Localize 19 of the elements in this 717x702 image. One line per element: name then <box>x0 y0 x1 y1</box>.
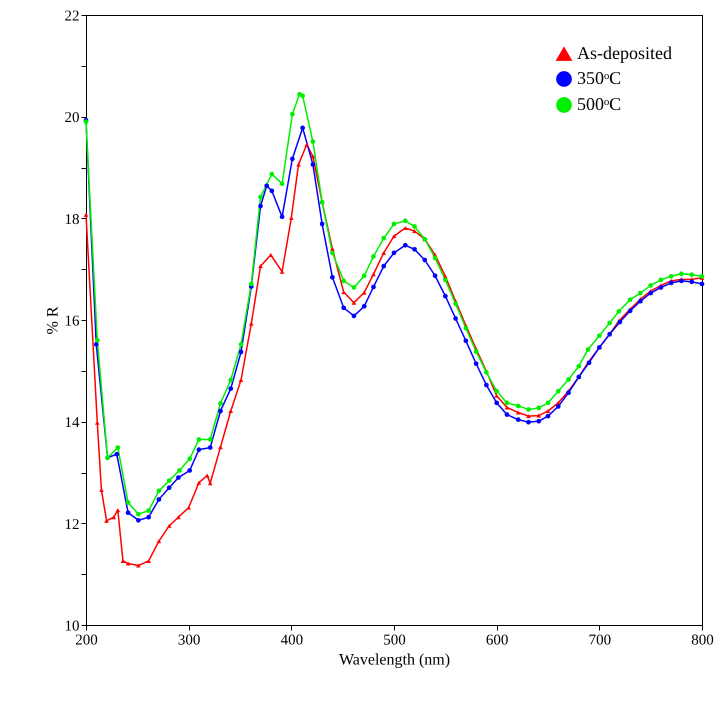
y-tick-label: 12 <box>64 516 80 533</box>
x-tick-label: 400 <box>280 632 304 648</box>
x-tick-label: 700 <box>588 632 612 648</box>
x-tick-label: 600 <box>486 632 508 648</box>
x-tick-label: 800 <box>691 632 714 648</box>
x-tick-label: 500 <box>383 632 406 648</box>
y-tick-label: 18 <box>64 212 80 228</box>
x-tick-label: 200 <box>75 632 98 648</box>
y-tick-label: 16 <box>64 314 80 330</box>
x-tick-label: 300 <box>178 632 200 648</box>
y-tick-label: 20 <box>64 110 80 126</box>
legend-label: As-deposited <box>577 43 672 63</box>
y-tick-label: 22 <box>64 8 80 24</box>
y-tick-label: 14 <box>64 415 80 432</box>
x-axis-title: Wavelength (nm) <box>338 652 450 668</box>
y-tick-label: 10 <box>64 618 80 634</box>
legend-label: 350ᵒC <box>577 68 622 88</box>
legend-label: 500ᵒC <box>577 94 622 114</box>
y-axis-title: % R <box>44 306 62 334</box>
